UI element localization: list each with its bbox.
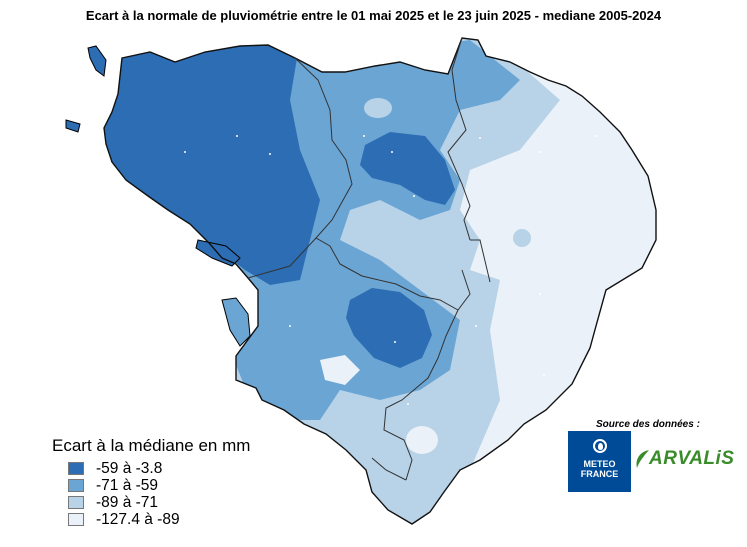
legend-row-4: -127.4 à -89 [52, 511, 250, 528]
island-2 [65, 119, 81, 133]
meteo-france-icon [592, 439, 607, 453]
zone-class-1-north [360, 132, 455, 205]
meteo-france-line2: FRANCE [580, 469, 619, 479]
legend-swatch [68, 496, 84, 509]
arvalis-logo: ARVALiS [633, 448, 734, 470]
legend-row-3: -89 à -71 [52, 494, 250, 511]
station-points [184, 135, 597, 405]
source-label: Source des données : [596, 419, 700, 430]
legend-swatch [68, 513, 84, 526]
legend-swatch [68, 462, 84, 475]
legend-title: Ecart à la médiane en mm [52, 436, 251, 455]
island-4 [221, 297, 251, 347]
meteo-france-logo: METEO FRANCE [568, 431, 631, 492]
map-title: Ecart à la normale de pluviométrie entre… [85, 8, 662, 23]
island-1 [87, 45, 107, 77]
zone-pocket-2 [513, 229, 531, 247]
zone-pocket-1 [364, 98, 392, 118]
zone-pocket-3 [406, 426, 438, 454]
legend-label: -71 à -59 [96, 476, 159, 494]
arvalis-leaf-icon [636, 450, 649, 468]
legend-label: -59 à -3.8 [96, 459, 163, 477]
region-outline [103, 37, 657, 525]
zone-class-1-west [104, 40, 320, 285]
zone-class-1-center [346, 288, 432, 368]
legend-label: -127.4 à -89 [96, 510, 180, 528]
legend-row-2: -71 à -59 [52, 477, 250, 494]
legend-label: -89 à -71 [96, 493, 159, 511]
legend-row-1: -59 à -3.8 [52, 460, 250, 477]
arvalis-wordmark: ARVALiS [649, 448, 735, 469]
zone-pocket-4 [320, 355, 360, 385]
map-legend: Ecart à la médiane en mm -59 à -3.8 -71 … [52, 436, 250, 528]
meteo-france-line1: METEO [583, 459, 616, 469]
department-borders [247, 37, 491, 481]
legend-swatch [68, 479, 84, 492]
